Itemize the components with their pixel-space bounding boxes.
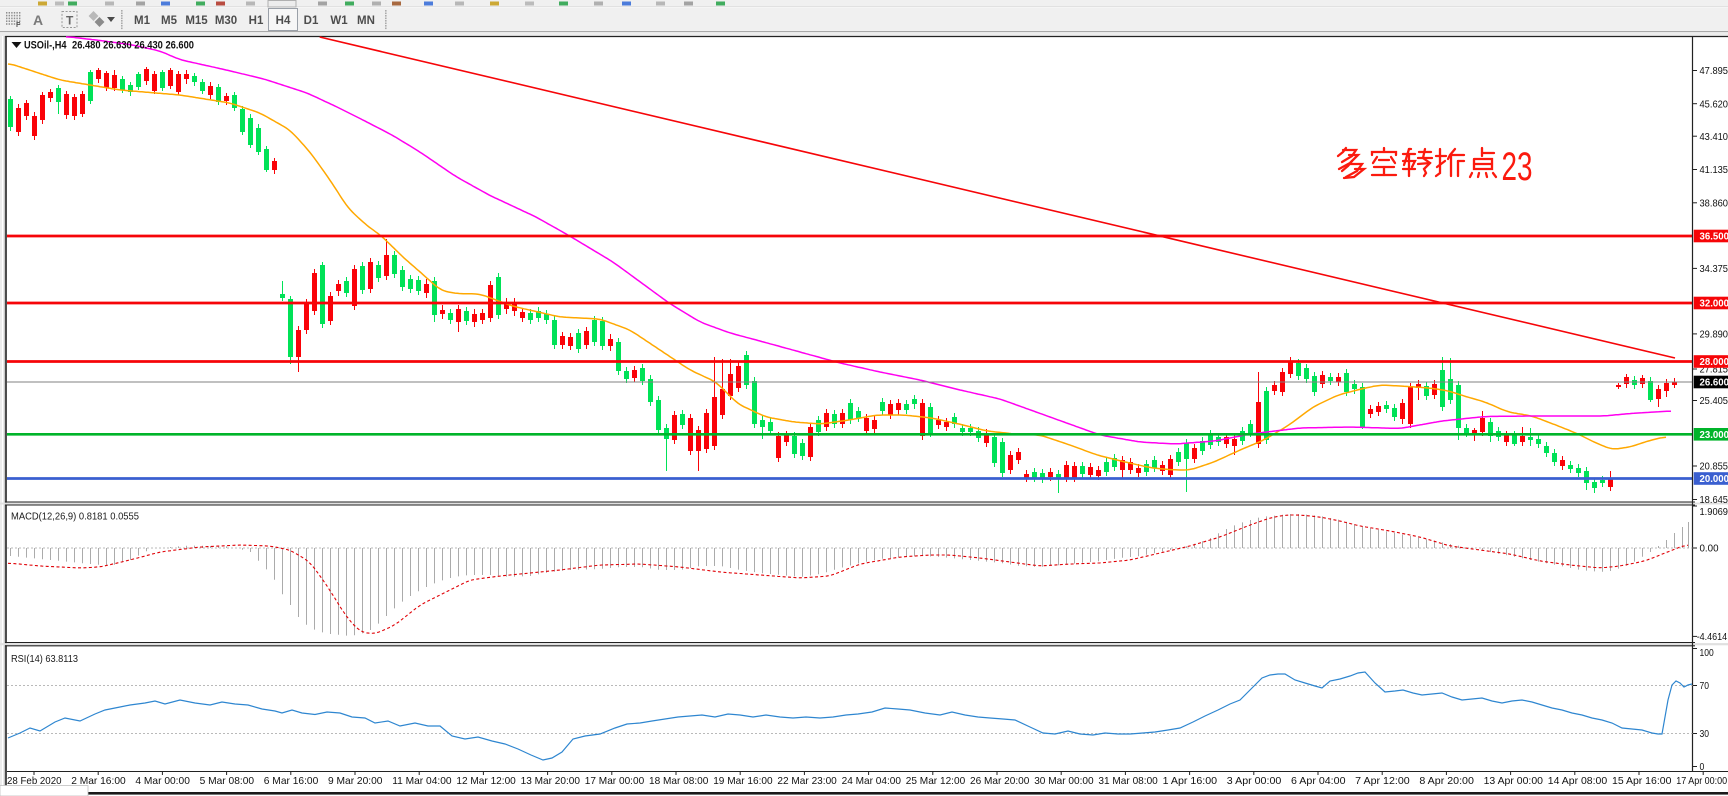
svg-text:18.645: 18.645 [1700,494,1728,506]
svg-text:1.9069: 1.9069 [1700,506,1728,518]
svg-text:17 Mar 00:00: 17 Mar 00:00 [585,775,645,787]
svg-text:H1: H1 [249,15,264,27]
svg-text:28 Feb 2020: 28 Feb 2020 [7,775,62,787]
svg-text:24 Mar 04:00: 24 Mar 04:00 [842,775,902,787]
svg-text:14 Apr 08:00: 14 Apr 08:00 [1548,775,1608,787]
svg-text:M30: M30 [215,15,237,27]
svg-text:MACD(12,26,9) 0.8181 0.0555: MACD(12,26,9) 0.8181 0.0555 [11,511,139,523]
svg-text:7 Apr 12:00: 7 Apr 12:00 [1355,775,1410,787]
svg-text:D1: D1 [304,15,319,27]
svg-text:19 Mar 16:00: 19 Mar 16:00 [713,775,773,787]
svg-text:W1: W1 [330,15,348,27]
svg-text:38.860: 38.860 [1700,198,1728,210]
svg-text:A: A [33,12,43,28]
svg-text:6 Apr 04:00: 6 Apr 04:00 [1291,775,1346,787]
svg-text:25.405: 25.405 [1700,395,1728,407]
svg-text:12 Mar 12:00: 12 Mar 12:00 [456,775,516,787]
svg-text:47.895: 47.895 [1700,65,1728,77]
svg-text:RSI(14) 63.8113: RSI(14) 63.8113 [11,653,78,665]
svg-text:18 Mar 08:00: 18 Mar 08:00 [649,775,709,787]
svg-text:H4: H4 [276,15,291,27]
svg-text:USOil-,H4: USOil-,H4 [24,40,67,52]
svg-text:25 Mar 12:00: 25 Mar 12:00 [906,775,966,787]
svg-text:M1: M1 [134,15,151,27]
svg-text:43.410: 43.410 [1700,131,1728,143]
svg-text:F: F [16,22,21,29]
svg-text:M15: M15 [185,15,208,27]
svg-text:30: 30 [1700,728,1710,740]
svg-text:0: 0 [1700,761,1705,773]
svg-text:28.000: 28.000 [1700,356,1728,368]
svg-text:3 Apr 00:00: 3 Apr 00:00 [1227,775,1282,787]
svg-text:4 Mar 00:00: 4 Mar 00:00 [135,775,190,787]
svg-text:22 Mar 23:00: 22 Mar 23:00 [777,775,837,787]
svg-text:26.480 26.630 26.430 26.600: 26.480 26.630 26.430 26.600 [72,40,194,52]
svg-text:11 Mar 04:00: 11 Mar 04:00 [392,775,452,787]
svg-text:15 Apr 16:00: 15 Apr 16:00 [1612,775,1672,787]
svg-text:9 Mar 20:00: 9 Mar 20:00 [328,775,383,787]
svg-text:23: 23 [1502,145,1533,189]
svg-text:26 Mar 20:00: 26 Mar 20:00 [970,775,1030,787]
svg-text:17 Apr 00:00: 17 Apr 00:00 [1676,775,1727,787]
svg-text:20.000: 20.000 [1700,473,1728,485]
svg-text:13 Apr 00:00: 13 Apr 00:00 [1484,775,1544,787]
svg-text:T: T [66,14,74,28]
svg-text:26.600: 26.600 [1700,377,1728,389]
svg-text:41.135: 41.135 [1700,164,1728,176]
svg-text:1 Apr 16:00: 1 Apr 16:00 [1163,775,1218,787]
svg-text:MN: MN [357,15,375,27]
svg-text:45.620: 45.620 [1700,98,1728,110]
svg-text:2 Mar 16:00: 2 Mar 16:00 [71,775,126,787]
svg-text:36.500: 36.500 [1700,231,1728,243]
svg-text:23.000: 23.000 [1700,429,1728,441]
svg-text:100: 100 [1700,647,1714,659]
svg-text:-4.4614: -4.4614 [1697,631,1728,643]
svg-text:0.00: 0.00 [1700,543,1719,555]
svg-text:5 Mar 08:00: 5 Mar 08:00 [200,775,255,787]
svg-text:34.375: 34.375 [1700,263,1728,275]
svg-text:8 Apr 20:00: 8 Apr 20:00 [1419,775,1474,787]
svg-text:13 Mar 20:00: 13 Mar 20:00 [521,775,581,787]
svg-text:32.000: 32.000 [1700,298,1728,310]
svg-text:6 Mar 16:00: 6 Mar 16:00 [264,775,319,787]
svg-text:30 Mar 00:00: 30 Mar 00:00 [1034,775,1094,787]
svg-text:31 Mar 08:00: 31 Mar 08:00 [1098,775,1158,787]
svg-text:29.890: 29.890 [1700,329,1728,341]
svg-text:20.855: 20.855 [1700,461,1728,473]
svg-text:M5: M5 [161,15,178,27]
svg-text:70: 70 [1700,680,1710,692]
